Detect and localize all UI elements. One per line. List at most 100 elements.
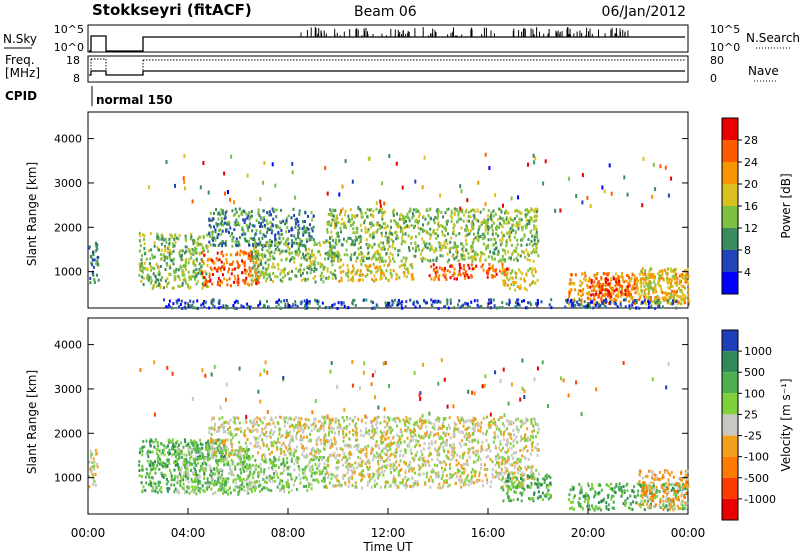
range-cell bbox=[411, 212, 414, 216]
range-cell bbox=[341, 217, 344, 221]
range-cell bbox=[382, 222, 385, 226]
range-cell bbox=[446, 208, 449, 211]
range-cell bbox=[388, 255, 391, 259]
range-cell bbox=[378, 209, 381, 213]
range-cell bbox=[569, 288, 572, 292]
range-cell bbox=[566, 298, 569, 302]
range-cell bbox=[490, 217, 493, 221]
range-cell bbox=[242, 305, 245, 309]
range-cell bbox=[500, 242, 503, 245]
range-cell bbox=[237, 476, 240, 480]
range-cell bbox=[263, 433, 266, 437]
range-cell bbox=[535, 218, 538, 222]
range-cell bbox=[344, 209, 347, 213]
range-cell bbox=[519, 286, 522, 290]
range-cell bbox=[316, 447, 319, 451]
range-cell bbox=[503, 259, 506, 263]
range-cell bbox=[527, 301, 530, 305]
range-cell bbox=[550, 298, 553, 302]
range-cell bbox=[530, 207, 533, 211]
range-cell bbox=[648, 296, 651, 299]
range-cell bbox=[207, 258, 210, 262]
range-cell bbox=[645, 288, 648, 291]
range-cell bbox=[303, 468, 306, 472]
range-cell bbox=[251, 481, 254, 485]
range-cell bbox=[253, 249, 256, 253]
range-cell bbox=[459, 305, 462, 309]
range-cell bbox=[223, 267, 226, 271]
range-cell bbox=[282, 237, 285, 241]
range-cell bbox=[161, 235, 164, 239]
range-cell bbox=[675, 299, 678, 303]
nsearch-tick-bottom: 10^0 bbox=[710, 41, 740, 54]
range-cell bbox=[200, 258, 203, 261]
range-cell bbox=[609, 286, 612, 290]
range-cell bbox=[143, 234, 146, 238]
range-cell bbox=[194, 489, 197, 493]
range-cell bbox=[495, 227, 498, 231]
range-cell bbox=[302, 220, 305, 224]
range-cell bbox=[639, 280, 642, 284]
range-cell bbox=[597, 295, 600, 299]
range-cell bbox=[211, 231, 214, 235]
range-cell bbox=[158, 462, 161, 466]
range-cell bbox=[395, 222, 398, 226]
range-cell bbox=[175, 236, 178, 240]
range-cell bbox=[313, 240, 316, 244]
range-cell bbox=[430, 298, 433, 302]
range-cell bbox=[422, 223, 424, 227]
range-cell bbox=[411, 275, 414, 278]
range-cell bbox=[219, 283, 221, 287]
range-cell bbox=[485, 221, 488, 225]
range-cell bbox=[314, 423, 317, 427]
range-cell bbox=[687, 293, 690, 297]
range-cell bbox=[446, 242, 449, 246]
range-cell bbox=[466, 233, 469, 237]
range-cell bbox=[308, 301, 311, 305]
range-cell bbox=[351, 270, 354, 274]
range-cell bbox=[413, 300, 416, 304]
range-cell bbox=[413, 225, 415, 229]
range-cell bbox=[267, 263, 270, 267]
range-cell bbox=[193, 460, 196, 464]
range-cell bbox=[187, 476, 189, 480]
range-cell bbox=[324, 257, 327, 261]
range-cell bbox=[469, 229, 472, 233]
range-cell bbox=[244, 418, 247, 422]
range-cell bbox=[616, 305, 619, 309]
range-cell bbox=[459, 273, 462, 277]
range-cell bbox=[251, 237, 254, 241]
range-cell bbox=[199, 452, 202, 456]
range-cell bbox=[191, 274, 194, 278]
range-cell bbox=[171, 438, 174, 442]
range-cell bbox=[304, 475, 307, 479]
range-cell bbox=[193, 485, 196, 489]
range-cell bbox=[280, 229, 283, 232]
range-cell bbox=[524, 279, 527, 283]
range-cell bbox=[218, 229, 221, 232]
range-cell bbox=[639, 295, 642, 299]
range-cell bbox=[687, 288, 690, 292]
range-cell bbox=[89, 467, 92, 471]
range-cell bbox=[261, 270, 264, 274]
range-cell bbox=[215, 208, 218, 212]
range-cell bbox=[223, 463, 226, 467]
range-cell bbox=[471, 241, 474, 245]
range-cell bbox=[248, 465, 251, 469]
range-cell bbox=[452, 245, 455, 249]
range-cell bbox=[198, 457, 201, 461]
range-cell bbox=[270, 489, 273, 493]
range-cell bbox=[476, 218, 479, 222]
range-cell bbox=[193, 271, 196, 275]
range-cell bbox=[679, 302, 682, 306]
range-cell bbox=[183, 273, 186, 277]
range-cell bbox=[653, 275, 656, 279]
range-cell bbox=[183, 457, 186, 461]
range-cell bbox=[617, 275, 620, 278]
range-cell bbox=[581, 281, 584, 285]
range-cell bbox=[360, 250, 363, 254]
range-cell bbox=[265, 435, 268, 439]
range-cell bbox=[254, 441, 257, 445]
range-cell bbox=[665, 298, 668, 301]
range-cell bbox=[179, 441, 182, 445]
